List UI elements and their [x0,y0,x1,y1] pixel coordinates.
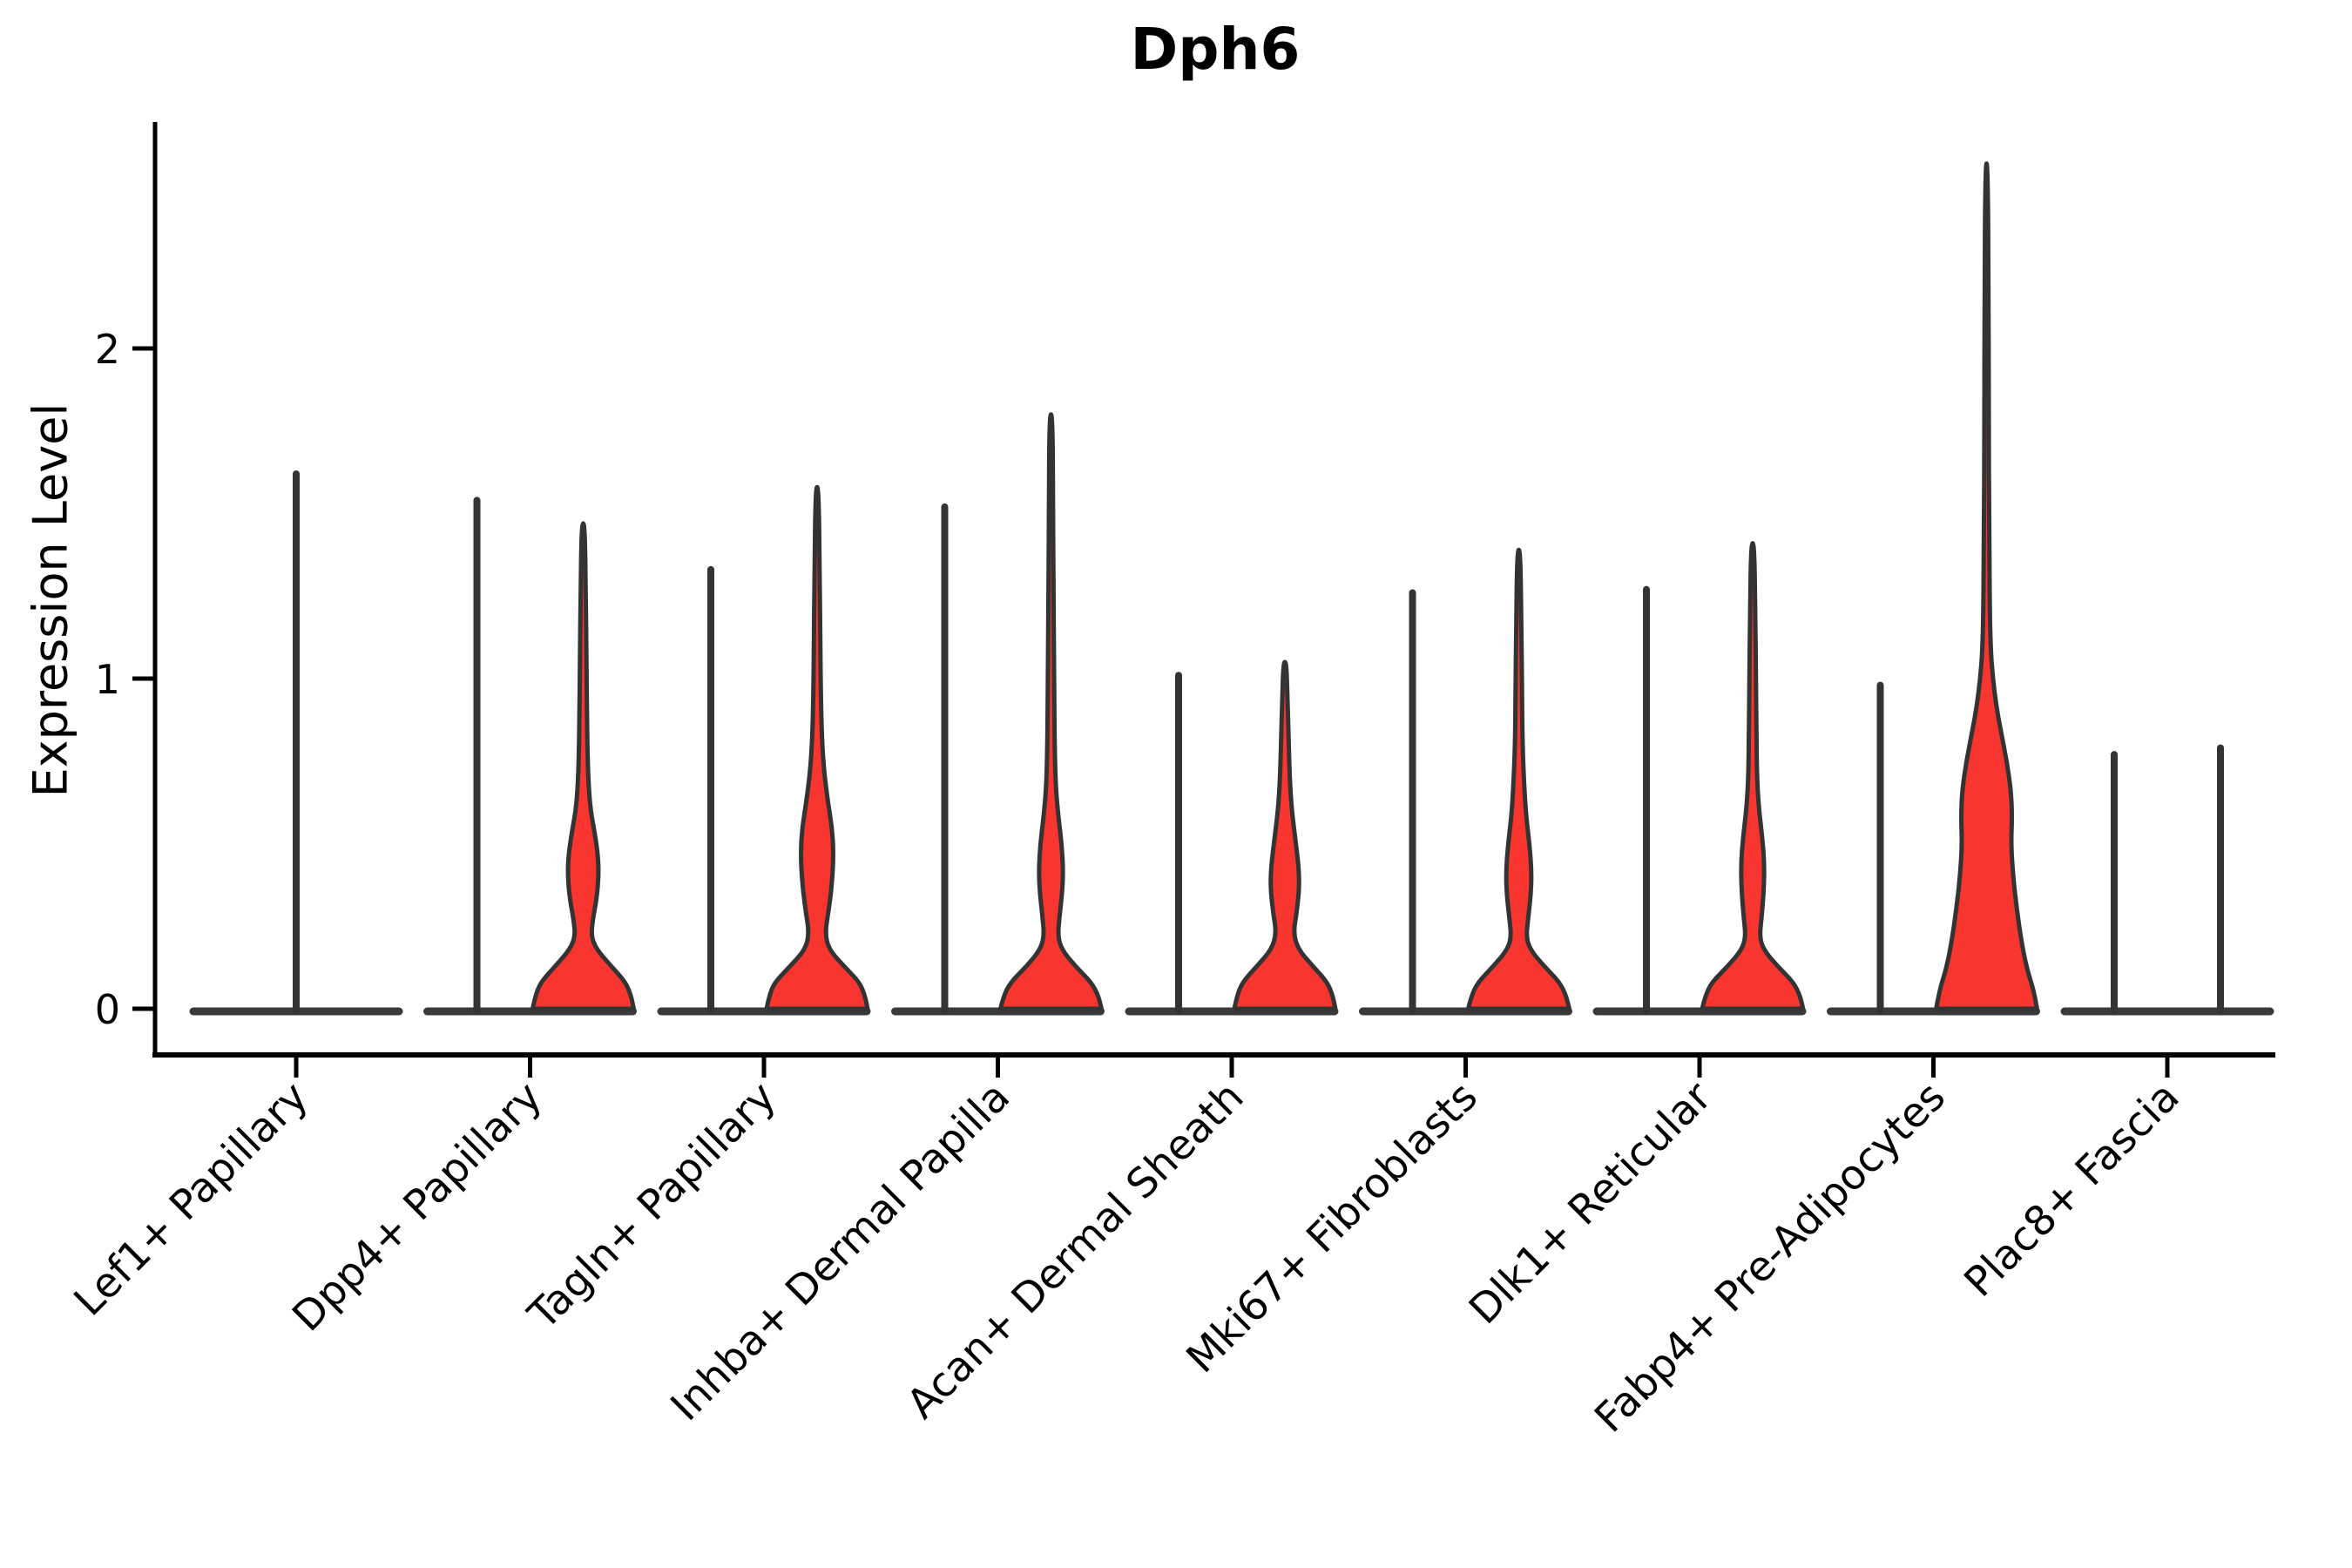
x-tick-label-dlk1-reticular: Dlk1+ Reticular [1460,1072,1721,1334]
x-tick-label-tagln-papillary: Tagln+ Papillary [519,1073,786,1340]
violin-dlk1-reticular-right-body [1700,541,1806,1011]
x-tick-label-dpp4-papillary: Dpp4+ Papillary [283,1073,551,1342]
chart-title: Dph6 [1130,16,1301,83]
x-tick-label-plac8-fascia: Plac8+ Fascia [1956,1073,2189,1307]
violin-tagln-papillary-right-body [764,484,870,1011]
violin-inhba-dermal-papilla-right-body [998,412,1104,1011]
violin-acan-dermal-sheath-right-body [1232,659,1338,1011]
y-tick-label: 1 [95,656,120,703]
x-tick-label-lef1-papillary: Lef1+ Papillary [65,1073,318,1326]
y-tick-label: 2 [95,326,120,373]
violin-mki67-fibroblasts-right-body [1466,547,1571,1011]
violin-fabp4-pre-adipocytes-right-body [1934,161,2039,1011]
violin-dpp4-papillary-right-body [531,521,636,1011]
y-tick-label: 0 [95,986,120,1033]
